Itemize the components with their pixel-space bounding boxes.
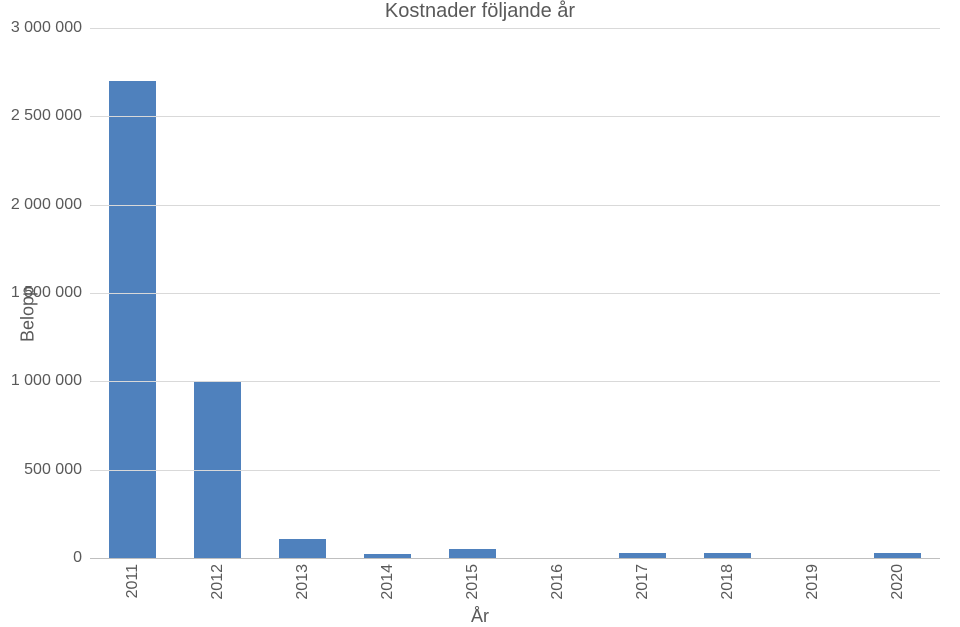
gridline xyxy=(90,28,940,29)
bar xyxy=(449,549,496,558)
y-tick-label: 1 000 000 xyxy=(11,372,82,390)
y-tick-label: 2 000 000 xyxy=(11,196,82,214)
x-tick-label: 2020 xyxy=(889,564,907,600)
x-tick-label: 2015 xyxy=(464,564,482,600)
x-tick-label: 2017 xyxy=(634,564,652,600)
gridline xyxy=(90,470,940,471)
y-tick-label: 0 xyxy=(73,549,82,567)
bar xyxy=(874,553,921,558)
chart-container: Kostnader följande år Belopp År 20112012… xyxy=(0,0,960,627)
gridline xyxy=(90,116,940,117)
x-tick-label: 2019 xyxy=(804,564,822,600)
bar xyxy=(364,554,411,558)
y-tick-label: 1 500 000 xyxy=(11,284,82,302)
x-tick-label: 2013 xyxy=(294,564,312,600)
bar xyxy=(704,553,751,558)
x-tick-label: 2018 xyxy=(719,564,737,600)
x-axis-title: År xyxy=(0,606,960,627)
gridline xyxy=(90,205,940,206)
x-tick-label: 2016 xyxy=(549,564,567,600)
chart-title: Kostnader följande år xyxy=(0,0,960,23)
x-tick-label: 2011 xyxy=(124,564,142,598)
x-tick-label: 2012 xyxy=(209,564,227,600)
y-tick-label: 500 000 xyxy=(24,461,82,479)
bar xyxy=(619,553,666,558)
plot-area: 2011201220132014201520162017201820192020… xyxy=(90,28,940,559)
y-tick-label: 2 500 000 xyxy=(11,107,82,125)
gridline xyxy=(90,381,940,382)
bar xyxy=(109,81,156,558)
gridline xyxy=(90,293,940,294)
bar xyxy=(279,539,326,558)
y-tick-label: 3 000 000 xyxy=(11,19,82,37)
x-tick-label: 2014 xyxy=(379,564,397,600)
